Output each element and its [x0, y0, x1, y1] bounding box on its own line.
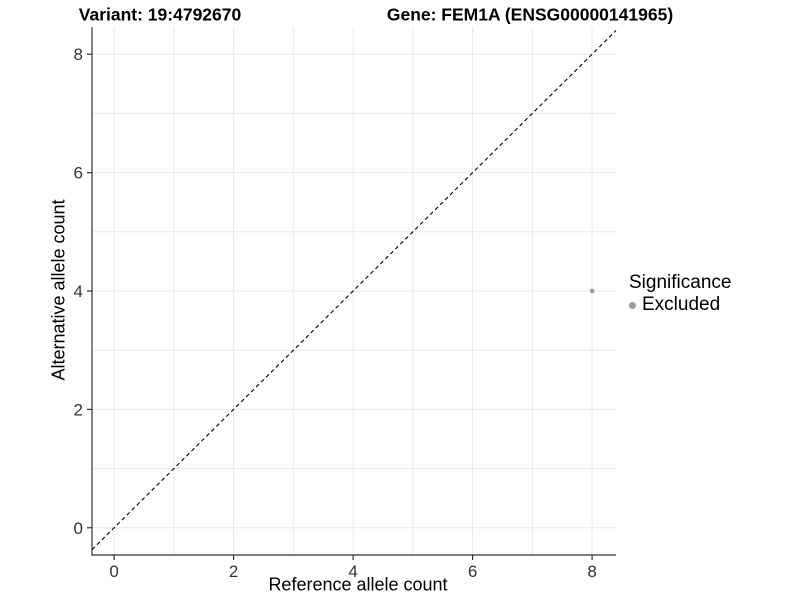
legend-item-excluded: Excluded: [629, 294, 731, 316]
plot-title-variant: Variant: 19:4792670: [78, 4, 242, 25]
x-tick-label: 2: [229, 562, 238, 581]
y-tick-label: 0: [74, 519, 83, 538]
x-tick-label: 6: [468, 562, 477, 581]
y-axis-title: Alternative allele count: [48, 199, 69, 381]
y-tick-label: 4: [74, 282, 83, 301]
legend-item-label: Excluded: [642, 294, 721, 315]
y-tick-label: 2: [74, 400, 83, 419]
identity-dashed-line: [91, 30, 617, 551]
x-axis-title: Reference allele count: [268, 574, 448, 595]
plot-title-gene: Gene: FEM1A (ENSG00000141965): [386, 4, 674, 25]
x-tick-label: 0: [109, 562, 118, 581]
excluded-circle-icon: [629, 301, 636, 309]
y-tick-label: 6: [74, 164, 83, 183]
legend-title: Significance: [629, 272, 732, 293]
y-tick-label: 8: [74, 45, 83, 64]
data-point: [589, 288, 595, 294]
x-tick-label: 4: [348, 562, 357, 581]
x-tick-label: 8: [587, 562, 596, 581]
legend: Significance Excluded: [629, 272, 731, 316]
